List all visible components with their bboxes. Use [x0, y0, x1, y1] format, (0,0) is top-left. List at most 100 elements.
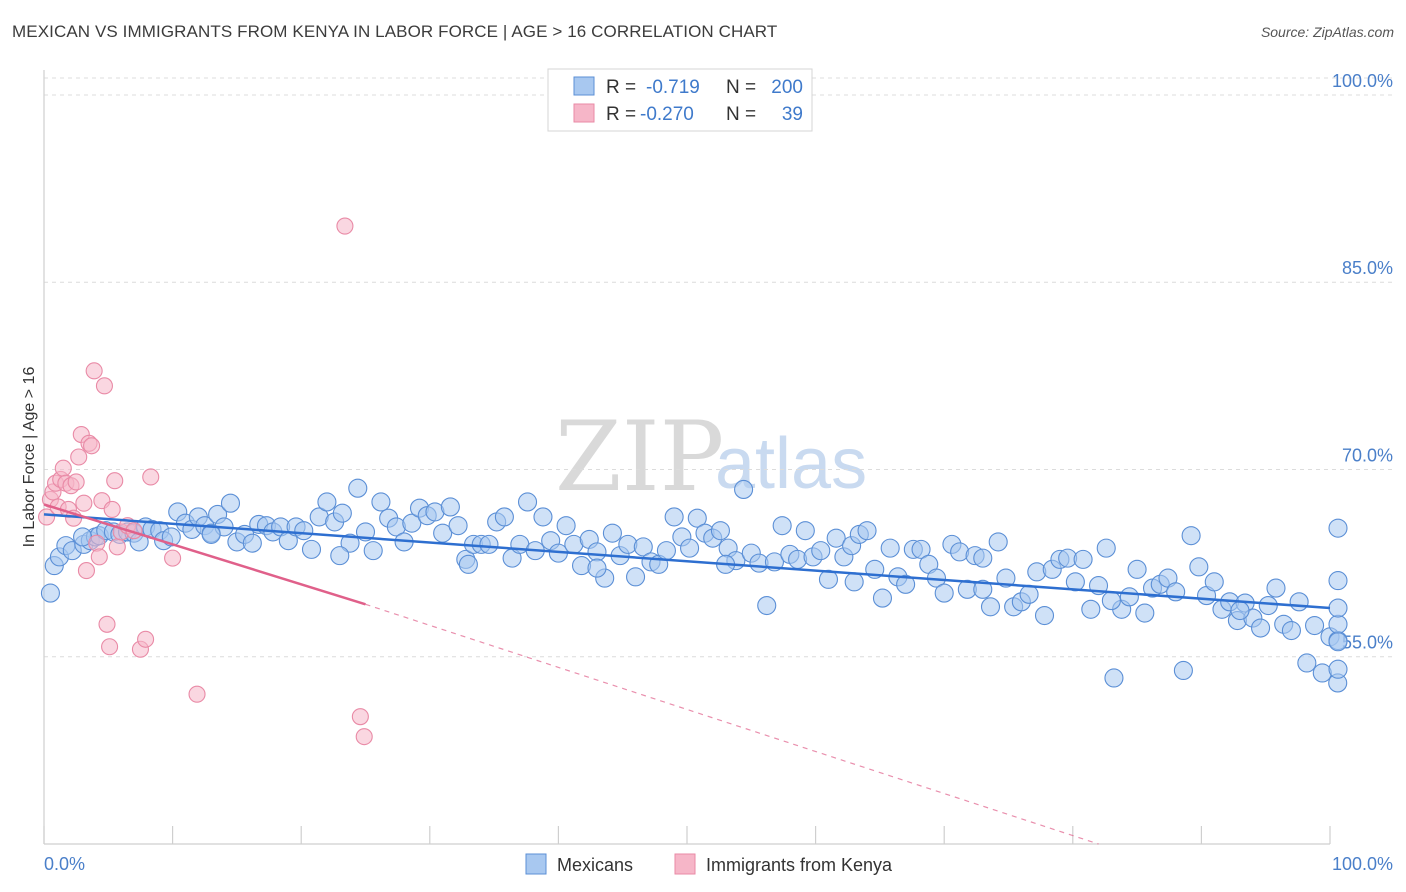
scatter-point — [664, 507, 684, 527]
scatter-point — [98, 615, 116, 633]
y-tick-label: 85.0% — [1342, 258, 1393, 278]
scatter-point — [38, 508, 56, 526]
legend-swatch-mexicans — [573, 76, 595, 96]
scatter-point — [440, 497, 460, 517]
source-label: Source: ZipAtlas.com — [1260, 24, 1394, 40]
chart-title: MEXICAN VS IMMIGRANTS FROM KENYA IN LABO… — [12, 22, 778, 41]
y-tick-label: 55.0% — [1342, 633, 1393, 653]
scatter-point — [1181, 526, 1201, 546]
scatter-point — [108, 538, 126, 556]
scatter-point — [772, 516, 792, 536]
scatter-point — [77, 562, 95, 580]
scatter-point — [980, 597, 1001, 617]
scatter-point — [1251, 618, 1271, 638]
scatter-point — [734, 479, 754, 500]
scatter-point — [517, 492, 538, 512]
legend-n-label-1: N = — [726, 77, 756, 98]
scatter-point — [973, 548, 993, 568]
scatter-point — [710, 521, 730, 541]
scatter-point — [556, 516, 576, 536]
scatter-point — [934, 583, 954, 603]
scatter-point — [896, 574, 916, 594]
scatter-point — [680, 538, 700, 558]
scatter-point — [656, 541, 676, 561]
scatter-point — [687, 508, 707, 528]
legend-r-label-2: R = — [606, 104, 636, 125]
scatter-point — [90, 548, 108, 566]
scatter-point — [85, 362, 103, 380]
scatter-point — [1101, 591, 1121, 611]
scatter-point — [844, 572, 864, 592]
scatter-point — [1328, 632, 1348, 652]
scatter-point — [1096, 538, 1116, 558]
legend-n-label-2: N = — [726, 104, 756, 125]
scatter-point — [188, 685, 206, 703]
legend-n-value-1: 200 — [771, 77, 803, 98]
scatter-point — [1328, 518, 1348, 538]
scatter-point — [1312, 663, 1332, 683]
scatter-point — [1328, 614, 1348, 634]
scatter-point — [101, 638, 119, 656]
scatter-point — [1034, 605, 1055, 626]
y-axis-tick-labels: 55.0% 70.0% 85.0% 100.0% — [1332, 71, 1393, 653]
scatter-point — [330, 546, 350, 566]
scatter-point — [1065, 572, 1085, 592]
scatter-point — [587, 558, 607, 578]
scatter-point — [70, 448, 88, 466]
y-tick-label: 70.0% — [1342, 445, 1393, 465]
scatter-point — [317, 492, 337, 512]
scatter-point — [40, 583, 60, 603]
series-mexicans — [40, 478, 1348, 693]
scatter-point — [973, 579, 993, 599]
series-kenya — [38, 217, 373, 746]
scatter-point — [402, 513, 422, 533]
legend-r-value-1: -0.719 — [646, 77, 700, 98]
scatter-point — [294, 521, 314, 541]
scatter-point — [988, 532, 1008, 552]
scatter-point — [494, 507, 514, 527]
scatter-point — [95, 377, 113, 395]
x-tick-label-min: 0.0% — [44, 854, 85, 874]
scatter-point — [355, 728, 373, 746]
bottom-legend: Mexicans Immigrants from Kenya — [525, 853, 893, 875]
trend-line-mexicans — [43, 513, 1331, 610]
bottom-legend-swatch-mexicans — [525, 853, 547, 875]
scatter-point — [1204, 572, 1224, 592]
trend-line-kenya-extrapolated — [365, 603, 1099, 845]
scatter-point — [857, 521, 877, 541]
scatter-point — [54, 459, 72, 477]
scatter-point — [533, 507, 553, 527]
scatter-point — [83, 437, 101, 455]
scatter-point — [164, 549, 182, 567]
scatter-point — [142, 468, 160, 486]
scatter-point — [1297, 653, 1317, 673]
scatter-point — [1119, 587, 1139, 607]
scatter-point — [757, 596, 777, 616]
scatter-point — [872, 588, 893, 608]
scatter-point — [795, 521, 815, 541]
scatter-point — [633, 537, 653, 557]
scatter-point — [1328, 571, 1348, 591]
legend-r-value-2: -0.270 — [640, 104, 694, 125]
scatter-point — [1328, 598, 1348, 618]
scatter-point — [1281, 620, 1301, 641]
scatter-point — [332, 503, 352, 523]
scatter-point — [340, 533, 360, 553]
x-axis-ticks — [43, 826, 1331, 844]
bottom-legend-mexicans: Mexicans — [557, 855, 633, 875]
scatter-point — [220, 493, 241, 513]
scatter-point — [67, 473, 85, 491]
scatter-point — [1305, 615, 1325, 636]
scatter-point — [996, 568, 1016, 588]
y-tick-label: 100.0% — [1332, 71, 1393, 91]
legend-r-label-1: R = — [606, 77, 636, 98]
scatter-point — [626, 567, 646, 587]
scatter-point — [811, 541, 831, 561]
scatter-point — [458, 554, 478, 574]
scatter-point — [433, 523, 453, 543]
trend-line-kenya — [43, 503, 366, 606]
scatter-point — [826, 528, 846, 548]
scatter-point — [1230, 601, 1250, 621]
bottom-legend-swatch-kenya — [674, 853, 696, 875]
